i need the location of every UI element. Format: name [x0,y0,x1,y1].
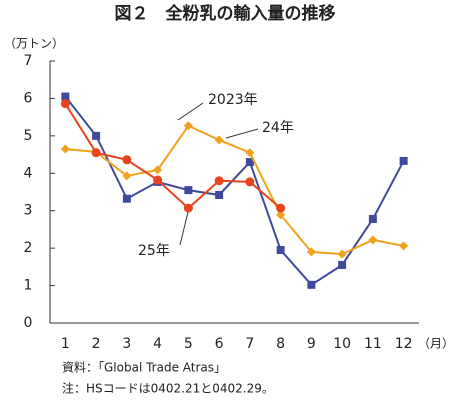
y-tick-label: 0 [24,315,33,331]
marker [399,156,408,165]
marker [276,210,286,220]
x-unit: （月） [418,337,450,351]
chart-title: 図２ 全粉乳の輸入量の推移 [115,3,336,24]
marker [306,247,316,257]
series-line [64,103,282,210]
marker [183,203,193,213]
marker [276,246,285,255]
marker [122,194,131,203]
leader-line [225,128,259,139]
x-tick-label: 10 [333,336,351,352]
marker [214,135,224,145]
leader-line [179,211,189,246]
marker [153,175,163,185]
x-tick-label: 11 [364,336,382,352]
series-line [64,95,405,287]
marker [337,249,347,259]
marker [61,92,70,101]
marker [122,171,132,181]
leader-line [177,102,204,121]
series-label: 25年 [138,243,170,259]
x-tick-label: 6 [215,336,224,352]
y-tick-label: 6 [24,90,33,106]
x-tick-label: 8 [276,336,285,352]
marker [276,203,286,213]
x-tick-label: 1 [61,336,70,352]
marker [399,241,409,251]
series-line [65,124,404,256]
marker [60,144,70,154]
marker [92,131,101,140]
marker [91,148,101,158]
marker [215,190,224,199]
x-tick-label: 12 [395,336,413,352]
x-tick-label: 4 [153,336,162,352]
marker [60,99,70,109]
series-label: 24年 [262,120,294,136]
note: 注：HSコードは0402.21と0402.29。 [62,381,274,396]
y-tick-label: 2 [24,240,33,256]
x-tick-label: 2 [92,336,101,352]
x-tick-label: 5 [184,336,193,352]
marker [183,121,193,131]
source: 資料：「Global Trade Atras」 [62,361,226,375]
marker [245,148,255,158]
marker [338,260,347,269]
series-label: 2023年 [208,92,258,108]
marker [153,165,163,175]
marker [245,158,254,167]
marker [307,280,316,289]
x-tick-label: 7 [245,336,254,352]
y-tick-label: 1 [24,278,33,294]
y-tick-label: 4 [24,165,33,181]
x-tick-label: 3 [122,336,131,352]
marker [214,176,224,186]
y-tick-label: 5 [24,128,33,144]
y-tick-label: 7 [24,53,33,69]
marker [184,186,193,195]
marker [122,155,132,165]
y-unit: （万トン） [4,37,64,51]
marker [368,235,378,245]
x-tick-label: 9 [307,336,316,352]
y-tick-label: 3 [24,203,33,219]
marker [368,214,377,223]
marker [245,177,255,187]
